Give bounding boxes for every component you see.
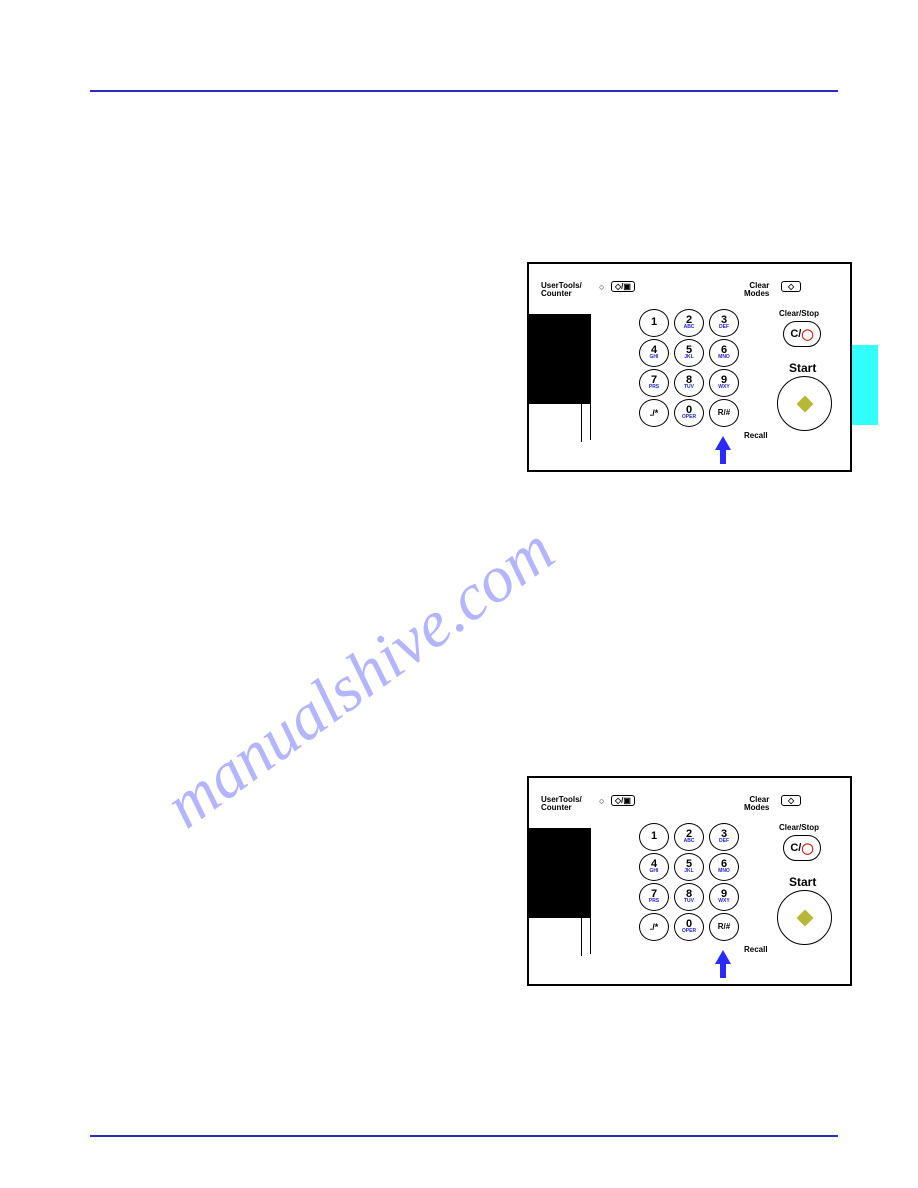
key-recall-b[interactable]: R/# — [709, 913, 739, 941]
key-0[interactable]: 0OPER — [674, 399, 704, 427]
recall-label-2: Recall — [744, 946, 768, 954]
start-button[interactable] — [777, 376, 832, 431]
key-4-b[interactable]: 4GHI — [639, 853, 669, 881]
key-6-b[interactable]: 6MNO — [709, 853, 739, 881]
key-5[interactable]: 5JKL — [674, 339, 704, 367]
clear-modes-label: Clear Modes — [744, 282, 769, 299]
key-7-b[interactable]: 7PRS — [639, 883, 669, 911]
control-panel-figure-1: UserTools/ Counter ○ ◇/▣ Clear Modes ◇ C… — [527, 262, 852, 472]
diamond-box-icon: ◇/▣ — [611, 281, 635, 292]
recall-label: Recall — [744, 432, 768, 440]
blue-arrow-stem-1 — [720, 448, 726, 464]
clearstop-label-2: Clear/Stop — [779, 824, 819, 832]
panel-shelf-2 — [529, 894, 591, 954]
diamond-box-icon-2: ◇/▣ — [611, 795, 635, 806]
key-5-b[interactable]: 5JKL — [674, 853, 704, 881]
control-panel-figure-2: UserTools/ Counter ○ ◇/▣ Clear Modes ◇ C… — [527, 776, 852, 986]
watermark-text: manualshive.com — [152, 512, 569, 844]
clearstop-button[interactable]: C/◯ — [783, 321, 821, 347]
modes-arrow-icon: ◇ — [781, 281, 801, 292]
key-8[interactable]: 8TUV — [674, 369, 704, 397]
circle-dot-icon-2: ○ — [599, 797, 604, 806]
numeric-keypad-2: 1 2ABC 3DEF 4GHI 5JKL 6MNO 7PRS 8TUV 9WX… — [639, 823, 744, 943]
key-1[interactable]: 1 — [639, 309, 669, 337]
key-1-b[interactable]: 1 — [639, 823, 669, 851]
user-tools-label-2: UserTools/ Counter — [541, 796, 582, 813]
key-3[interactable]: 3DEF — [709, 309, 739, 337]
blue-arrow-stem-2 — [720, 962, 726, 978]
clearstop-button-2[interactable]: C/◯ — [783, 835, 821, 861]
key-9[interactable]: 9WXY — [709, 369, 739, 397]
key-9-b[interactable]: 9WXY — [709, 883, 739, 911]
modes-arrow-icon-2: ◇ — [781, 795, 801, 806]
panel-shelf — [529, 380, 591, 440]
clear-modes-label-2: Clear Modes — [744, 796, 769, 813]
key-2[interactable]: 2ABC — [674, 309, 704, 337]
key-8-b[interactable]: 8TUV — [674, 883, 704, 911]
key-0-b[interactable]: 0OPER — [674, 913, 704, 941]
start-diamond-icon-2 — [796, 909, 813, 926]
numeric-keypad: 1 2ABC 3DEF 4GHI 5JKL 6MNO 7PRS 8TUV 9WX… — [639, 309, 744, 429]
key-recall[interactable]: R/# — [709, 399, 739, 427]
key-2-b[interactable]: 2ABC — [674, 823, 704, 851]
top-divider — [90, 90, 838, 92]
key-star-b[interactable]: ./* — [639, 913, 669, 941]
start-label-2: Start — [789, 876, 816, 889]
key-4[interactable]: 4GHI — [639, 339, 669, 367]
start-label: Start — [789, 362, 816, 375]
clearstop-label: Clear/Stop — [779, 310, 819, 318]
start-button-2[interactable] — [777, 890, 832, 945]
key-6[interactable]: 6MNO — [709, 339, 739, 367]
key-star[interactable]: ./* — [639, 399, 669, 427]
start-diamond-icon — [796, 395, 813, 412]
key-3-b[interactable]: 3DEF — [709, 823, 739, 851]
key-7[interactable]: 7PRS — [639, 369, 669, 397]
circle-dot-icon: ○ — [599, 283, 604, 292]
user-tools-label: UserTools/ Counter — [541, 282, 582, 299]
bottom-divider — [90, 1135, 838, 1137]
